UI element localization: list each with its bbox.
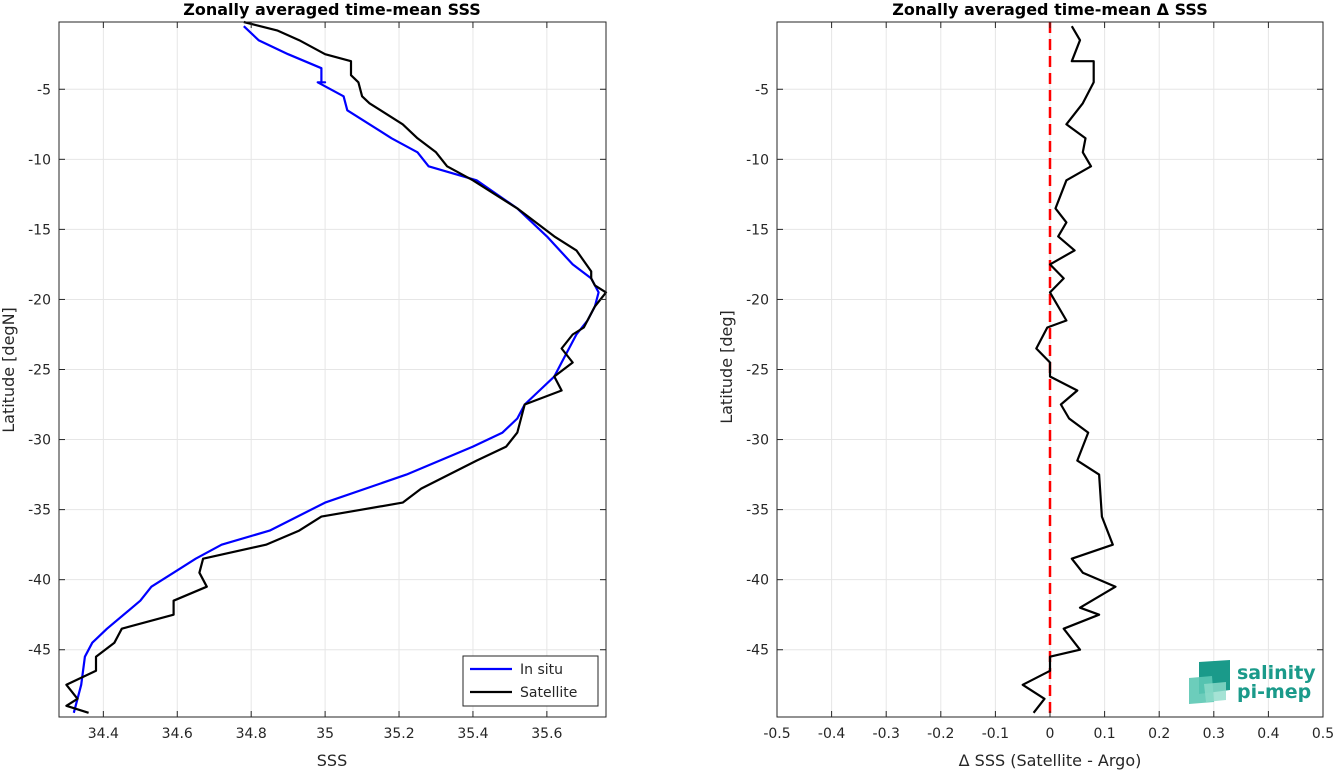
y-tick-label: -15 — [746, 222, 769, 238]
y-tick-label: -25 — [28, 363, 51, 379]
satellite-series-line — [65, 20, 608, 714]
x-tick-label: 0.5 — [1312, 726, 1334, 742]
left-y-ticks: -45 -40 -35 -30 -25 -20 -15 -10 -5 — [28, 82, 606, 659]
y-tick-label: -40 — [746, 573, 769, 589]
y-tick-label: -35 — [746, 503, 769, 519]
left-chart-title: Zonally averaged time-mean SSS — [183, 0, 481, 19]
legend-in-situ-label: In situ — [520, 662, 563, 678]
x-tick-label: 35.6 — [531, 726, 562, 742]
x-tick-label: 34.4 — [88, 726, 119, 742]
y-tick-label: -20 — [746, 292, 769, 308]
y-tick-label: -45 — [28, 643, 51, 659]
logo-text-salinity: salinity — [1237, 662, 1316, 684]
y-tick-label: -30 — [746, 433, 769, 449]
legend: In situ Satellite — [462, 655, 599, 707]
x-tick-label: -0.1 — [982, 726, 1009, 742]
x-tick-label: -0.4 — [818, 726, 845, 742]
y-tick-label: -10 — [28, 152, 51, 168]
x-tick-label: 0.1 — [1093, 726, 1115, 742]
x-tick-label: -0.3 — [873, 726, 900, 742]
right-x-ticks: -0.5 -0.4 -0.3 -0.2 -0.1 0 0.1 0.2 0.3 0.4 0.5 — [763, 22, 1334, 742]
right-series-lines — [1021, 22, 1117, 717]
salinity-pi-mep-logo: salinity pi-mep — [1189, 660, 1316, 704]
y-tick-label: -5 — [755, 82, 769, 98]
right-y-axis-label: Latitude [deg] — [717, 310, 736, 424]
x-tick-label: 34.8 — [236, 726, 267, 742]
x-tick-label: 34.6 — [162, 726, 193, 742]
x-tick-label: 35 — [316, 726, 334, 742]
in-situ-series-line — [72, 25, 600, 714]
y-tick-label: -5 — [37, 82, 51, 98]
x-tick-label: 0.4 — [1257, 726, 1279, 742]
y-tick-label: -40 — [28, 573, 51, 589]
salinity-logo-graphic-icon — [1189, 660, 1230, 704]
x-tick-label: 35.4 — [457, 726, 488, 742]
x-tick-label: 35.2 — [383, 726, 414, 742]
x-tick-label: 0.3 — [1203, 726, 1225, 742]
y-tick-label: -45 — [746, 643, 769, 659]
x-tick-label: 0.2 — [1148, 726, 1170, 742]
left-axes: 34.4 34.6 34.8 35 35.2 35.4 35.6 -45-40-35-30-… — [0, 0, 608, 770]
y-tick-label: -30 — [28, 433, 51, 449]
right-x-axis-label: Δ SSS (Satellite - Argo) — [959, 751, 1142, 770]
delta-sss-series-line — [1021, 25, 1117, 714]
left-x-ticks: 34.4 34.6 34.8 35 35.2 35.4 35.6 — [88, 22, 563, 742]
legend-box — [462, 655, 599, 707]
left-x-axis-label: SSS — [317, 751, 347, 770]
logo-text-pi-mep: pi-mep — [1237, 681, 1311, 703]
right-axes: -0.5 -0.4 -0.3 -0.2 -0.1 0 0.1 0.2 0.3 0.4 0.5 -45… — [717, 0, 1334, 770]
legend-satellite-label: Satellite — [520, 685, 577, 701]
x-tick-label: -0.2 — [927, 726, 954, 742]
right-y-ticks: -45 -40 -35 -30 -25 -20 -15 -10 -5 — [746, 82, 1323, 659]
y-tick-label: -10 — [746, 152, 769, 168]
y-tick-label: -15 — [28, 222, 51, 238]
y-tick-label: -35 — [28, 503, 51, 519]
x-tick-label: 0 — [1046, 726, 1055, 742]
left-gridlines — [59, 22, 606, 717]
x-tick-label: -0.5 — [763, 726, 790, 742]
y-tick-label: -25 — [746, 363, 769, 379]
left-series-lines — [65, 20, 608, 714]
right-chart-title: Zonally averaged time-mean Δ SSS — [892, 0, 1208, 19]
y-tick-label: -20 — [28, 292, 51, 308]
left-y-axis-label: Latitude [degN] — [0, 307, 18, 433]
